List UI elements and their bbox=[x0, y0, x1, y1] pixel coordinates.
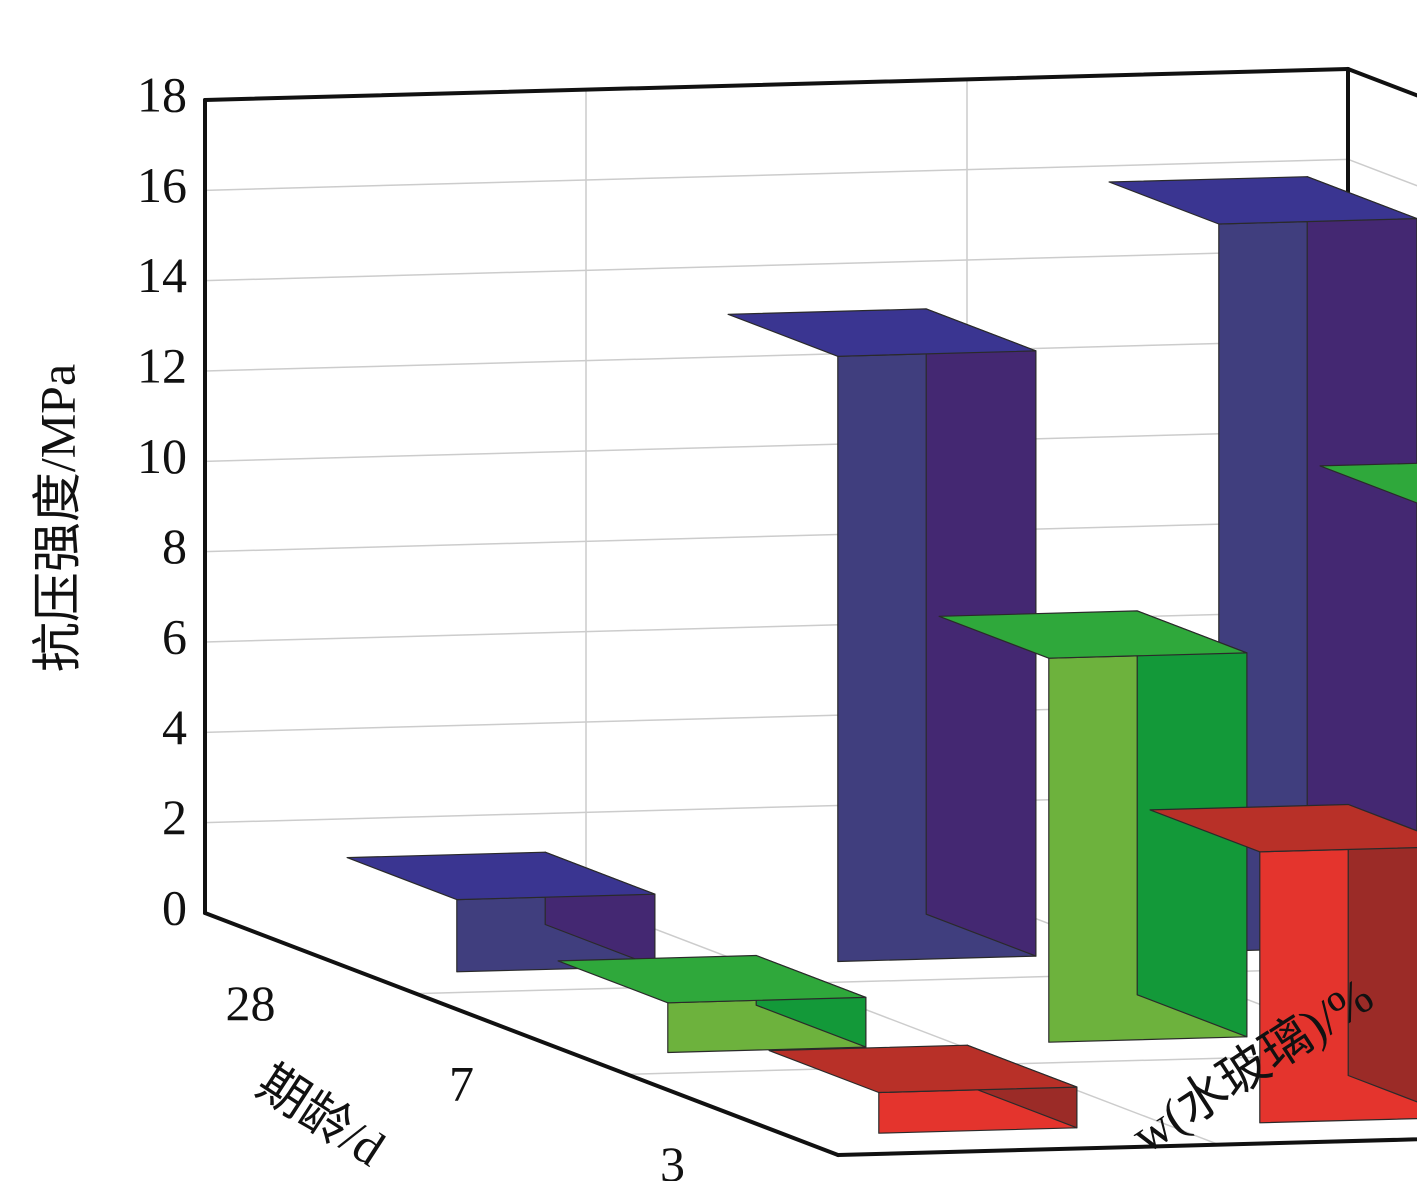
grid-line bbox=[204, 610, 1349, 643]
y-tick-label: 8 bbox=[162, 518, 187, 574]
bar-age-7-content-10 bbox=[557, 954, 867, 1054]
x-axis-title: 期龄/d bbox=[248, 1054, 395, 1177]
content-tick-label: 10 bbox=[1066, 1174, 1116, 1181]
y-tick-label: 6 bbox=[162, 608, 187, 664]
grid-line bbox=[585, 901, 1220, 1146]
grid-line bbox=[204, 339, 1349, 372]
content-axis bbox=[836, 1137, 1417, 1157]
bars bbox=[346, 176, 1417, 1134]
bar-top-face bbox=[1108, 176, 1417, 225]
bar-top-face bbox=[938, 610, 1248, 659]
y-tick-label: 0 bbox=[162, 879, 187, 935]
bar-side-face bbox=[1347, 803, 1417, 1103]
y-tick-label: 4 bbox=[162, 699, 187, 755]
bar-top-face bbox=[557, 954, 867, 1004]
bar-top-face bbox=[727, 308, 1037, 357]
y-axis-title: 抗压强度/MPa bbox=[29, 364, 85, 672]
y-tick-label: 18 bbox=[137, 66, 187, 122]
grid-line bbox=[204, 519, 1349, 553]
bar-top-face bbox=[1319, 462, 1417, 504]
y-tick-label: 14 bbox=[137, 247, 187, 303]
age-tick-label: 3 bbox=[660, 1136, 685, 1181]
grid-line bbox=[204, 429, 1349, 463]
bar-top-face bbox=[1149, 803, 1417, 853]
age-axis bbox=[203, 911, 840, 1157]
bar-top-face bbox=[346, 851, 656, 901]
y-tick-label: 12 bbox=[137, 337, 187, 393]
bar-top-face bbox=[768, 1044, 1078, 1094]
age-tick-label: 7 bbox=[449, 1055, 474, 1111]
bar-age-3-content-15 bbox=[1149, 803, 1417, 1124]
tick-labels: 0246810121416182873101520 bbox=[137, 66, 1116, 1181]
bar-age-28-content-10 bbox=[346, 851, 656, 973]
grid-line bbox=[204, 248, 1349, 282]
y-tick-label: 2 bbox=[162, 789, 187, 845]
y-tick-label: 10 bbox=[137, 428, 187, 484]
y-tick-label: 16 bbox=[137, 157, 187, 213]
grid-line bbox=[204, 158, 1349, 192]
bar-age-7-content-20 bbox=[1319, 462, 1417, 504]
age-tick-label: 28 bbox=[226, 975, 276, 1031]
frame-top-left bbox=[203, 67, 1350, 102]
bar-age-3-content-10 bbox=[768, 1044, 1078, 1134]
